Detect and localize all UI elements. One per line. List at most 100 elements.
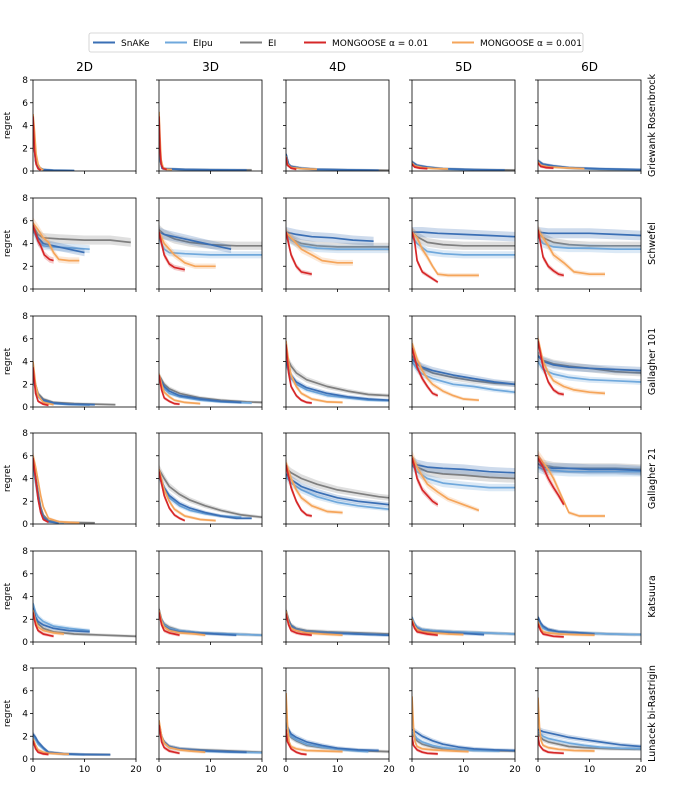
band-mg01 bbox=[159, 227, 185, 273]
band-snake bbox=[159, 116, 247, 171]
y-tick-label: 4 bbox=[22, 358, 28, 368]
line-mg01 bbox=[33, 367, 49, 407]
band-snake bbox=[538, 351, 641, 375]
column-title-3d: 3D bbox=[202, 60, 219, 74]
panel-katsuura-5d bbox=[409, 550, 516, 645]
y-tick-label: 6 bbox=[22, 570, 28, 580]
line-mg01 bbox=[412, 163, 428, 170]
line-mg01 bbox=[538, 229, 564, 277]
y-axis-label: regret bbox=[3, 111, 13, 139]
column-title-5d: 5D bbox=[455, 60, 472, 74]
line-eipu bbox=[286, 363, 389, 402]
axes-frame bbox=[158, 667, 263, 760]
y-axis-label: regret bbox=[3, 229, 13, 257]
band-mg001 bbox=[412, 227, 479, 278]
line-mg01 bbox=[286, 729, 307, 756]
band-snake bbox=[538, 726, 641, 749]
row-title-griewank-rosenbrock: Griewank Rosenbrock bbox=[647, 74, 658, 177]
legend-label-eipu: EIpu bbox=[193, 39, 213, 49]
line-ei bbox=[538, 733, 641, 751]
line-ei bbox=[159, 374, 262, 404]
axes-frame bbox=[537, 79, 642, 172]
band-eipu bbox=[159, 471, 242, 519]
band-mg001 bbox=[33, 217, 80, 264]
band-ei bbox=[159, 117, 252, 171]
band-snake bbox=[286, 151, 379, 171]
y-tick-label: 8 bbox=[22, 194, 28, 204]
line-mg001 bbox=[286, 340, 343, 404]
series-group bbox=[412, 449, 515, 513]
line-ei bbox=[33, 225, 131, 244]
band-snake bbox=[159, 468, 252, 520]
y-axis-label: regret bbox=[3, 347, 13, 375]
y-tick-label: 6 bbox=[22, 335, 28, 345]
line-ei bbox=[286, 355, 389, 397]
band-ei bbox=[538, 615, 641, 637]
x-tick-label: 10 bbox=[332, 765, 344, 775]
line-mg001 bbox=[412, 696, 469, 753]
line-mg01 bbox=[286, 464, 312, 517]
line-snake bbox=[412, 460, 515, 474]
y-tick-label: 0 bbox=[22, 285, 28, 295]
line-mg001 bbox=[538, 697, 595, 752]
series-group bbox=[286, 335, 389, 405]
band-ei bbox=[159, 224, 262, 250]
panel-katsuura-2d: 0 2 4 6 8 bbox=[22, 547, 137, 648]
x-tick-label: 20 bbox=[509, 765, 521, 775]
legend-label-ei: EI bbox=[268, 39, 276, 49]
y-tick-label: 2 bbox=[22, 380, 28, 390]
panel-schwefel-2d: 0 2 4 6 8 bbox=[22, 194, 137, 295]
axes-frame bbox=[32, 79, 137, 172]
series-group bbox=[33, 731, 111, 757]
y-tick-label: 6 bbox=[22, 687, 28, 697]
band-eipu bbox=[159, 721, 262, 755]
panel-gallagher-101-2d: 0 2 4 6 8 bbox=[22, 312, 137, 413]
panel-lunacek-bi-rastrigin-3d: 0 10 20 bbox=[156, 667, 268, 775]
line-snake bbox=[33, 733, 111, 756]
panel-griewank-rosenbrock-4d bbox=[283, 79, 390, 174]
band-mg001 bbox=[286, 608, 343, 637]
line-mg001 bbox=[159, 373, 201, 405]
band-mg01 bbox=[538, 733, 564, 755]
series-group bbox=[33, 599, 136, 638]
panel-gallagher-21-6d bbox=[535, 432, 642, 527]
line-mg01 bbox=[33, 116, 42, 171]
panel-grid: 2D 3D 4D 5D 6D regret Griewank Rosenbrock 0 2 4 6 8… bbox=[3, 60, 658, 775]
line-snake bbox=[159, 472, 252, 520]
line-mg001 bbox=[33, 222, 80, 262]
line-mg01 bbox=[412, 621, 438, 637]
x-tick-label: 20 bbox=[635, 765, 647, 775]
line-ei bbox=[159, 468, 262, 519]
line-snake bbox=[159, 231, 232, 251]
band-snake bbox=[538, 458, 641, 476]
y-tick-label: 2 bbox=[22, 497, 28, 507]
band-mg001 bbox=[538, 332, 605, 396]
line-eipu bbox=[538, 236, 641, 251]
x-tick-label: 20 bbox=[256, 765, 268, 775]
y-tick-label: 8 bbox=[22, 312, 28, 322]
band-mg01 bbox=[286, 610, 312, 637]
line-mg01 bbox=[286, 157, 297, 171]
panel-lunacek-bi-rastrigin-6d: 0 10 20 bbox=[535, 667, 647, 775]
y-tick-label: 4 bbox=[22, 240, 28, 250]
y-tick-label: 2 bbox=[22, 615, 28, 625]
x-tick-label: 0 bbox=[156, 765, 162, 775]
band-mg001 bbox=[538, 619, 595, 637]
band-mg001 bbox=[159, 227, 216, 269]
band-mg01 bbox=[538, 224, 564, 278]
band-eipu bbox=[412, 728, 500, 753]
y-tick-label: 4 bbox=[22, 710, 28, 720]
axes-frame bbox=[32, 667, 137, 760]
y-axis-label: regret bbox=[3, 699, 13, 727]
y-tick-label: 2 bbox=[22, 262, 28, 272]
x-tick-label: 0 bbox=[535, 765, 541, 775]
line-snake bbox=[538, 231, 641, 237]
line-eipu bbox=[412, 731, 500, 752]
x-tick-label: 0 bbox=[283, 765, 289, 775]
band-ei bbox=[33, 732, 111, 757]
row-title-katsuura: Katsuura bbox=[647, 575, 658, 617]
band-snake bbox=[286, 357, 389, 402]
x-tick-label: 10 bbox=[79, 765, 91, 775]
line-mg01 bbox=[286, 344, 312, 404]
axes-frame bbox=[158, 79, 263, 172]
